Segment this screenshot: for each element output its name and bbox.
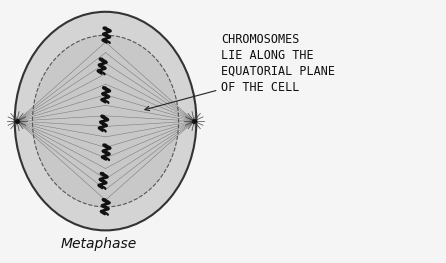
Text: CHROMOSOMES
LIE ALONG THE
EQUATORIAL PLANE
OF THE CELL: CHROMOSOMES LIE ALONG THE EQUATORIAL PLA… xyxy=(221,33,335,94)
Ellipse shape xyxy=(15,12,196,230)
Text: Metaphase: Metaphase xyxy=(61,237,137,251)
Ellipse shape xyxy=(33,35,179,207)
